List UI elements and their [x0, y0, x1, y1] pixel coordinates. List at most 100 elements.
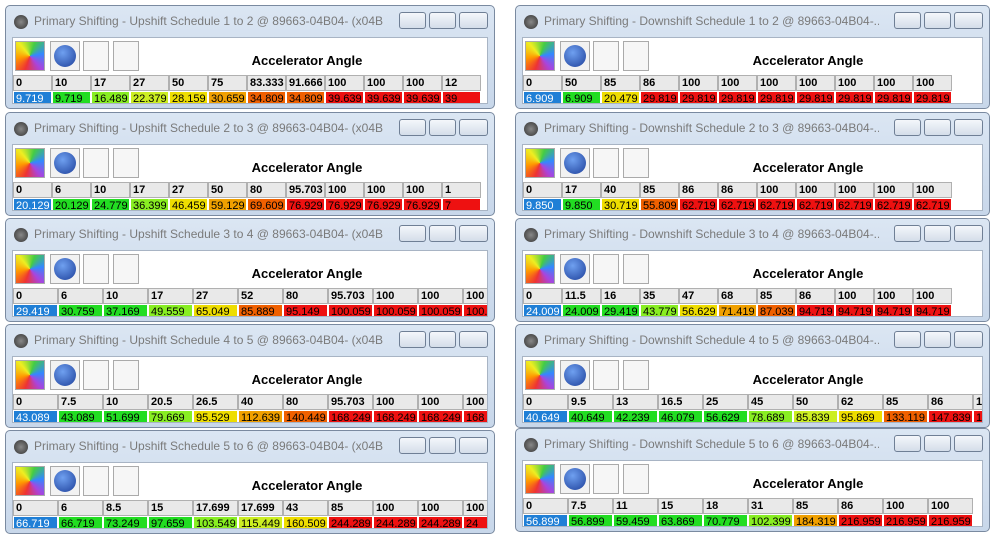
- maximize-button[interactable]: [429, 331, 456, 348]
- page-button[interactable]: [623, 254, 649, 284]
- close-button[interactable]: [459, 12, 488, 29]
- palette-button[interactable]: [525, 41, 555, 71]
- minimize-button[interactable]: [399, 12, 426, 29]
- close-button[interactable]: [954, 225, 983, 242]
- page-button[interactable]: [623, 360, 649, 390]
- close-button[interactable]: [459, 331, 488, 348]
- window-title: Primary Shifting - Downshift Schedule 4 …: [544, 333, 879, 347]
- close-button[interactable]: [954, 435, 983, 452]
- close-button[interactable]: [954, 331, 983, 348]
- maximize-button[interactable]: [924, 12, 951, 29]
- maximize-button[interactable]: [429, 119, 456, 136]
- value-cell: 95.529: [193, 410, 238, 422]
- palette-button[interactable]: [15, 148, 45, 178]
- palette-button[interactable]: [15, 360, 45, 390]
- value-cell: 62.719: [679, 198, 718, 210]
- page-button[interactable]: [113, 148, 139, 178]
- maximize-button[interactable]: [924, 225, 951, 242]
- value-cell: 20.129: [52, 198, 91, 210]
- info-button[interactable]: [560, 41, 590, 71]
- axis-cell: 100: [373, 288, 418, 304]
- axis-cell: 0: [523, 182, 562, 198]
- minimize-button[interactable]: [399, 225, 426, 242]
- page-button[interactable]: [83, 254, 109, 284]
- page-button[interactable]: [113, 466, 139, 496]
- palette-button[interactable]: [525, 148, 555, 178]
- minimize-button[interactable]: [894, 119, 921, 136]
- palette-button[interactable]: [525, 464, 555, 494]
- info-button[interactable]: [560, 464, 590, 494]
- close-button[interactable]: [954, 119, 983, 136]
- page-button[interactable]: [593, 41, 619, 71]
- info-button[interactable]: [50, 254, 80, 284]
- page-button[interactable]: [113, 254, 139, 284]
- axis-cell: 86: [796, 288, 835, 304]
- info-button[interactable]: [560, 360, 590, 390]
- page-button[interactable]: [83, 466, 109, 496]
- axis-cell: 25: [703, 394, 748, 410]
- palette-button[interactable]: [15, 41, 45, 71]
- value-cell: 43.779: [640, 304, 679, 316]
- page-button[interactable]: [593, 360, 619, 390]
- value-cell: 66.719: [58, 516, 103, 528]
- axis-cell: 50: [169, 75, 208, 91]
- axis-cell: 100: [874, 182, 913, 198]
- value-cell: 62.719: [835, 198, 874, 210]
- minimize-button[interactable]: [894, 331, 921, 348]
- info-button[interactable]: [50, 41, 80, 71]
- info-button[interactable]: [50, 360, 80, 390]
- value-cell: 147: [973, 410, 982, 422]
- page-button[interactable]: [593, 148, 619, 178]
- palette-button[interactable]: [525, 360, 555, 390]
- maximize-button[interactable]: [924, 435, 951, 452]
- minimize-button[interactable]: [399, 331, 426, 348]
- minimize-button[interactable]: [894, 225, 921, 242]
- window-title: Primary Shifting - Upshift Schedule 2 to…: [34, 121, 384, 135]
- page-button[interactable]: [623, 41, 649, 71]
- value-cell: 6.909: [562, 91, 601, 103]
- axis-cell: 85: [757, 288, 796, 304]
- minimize-button[interactable]: [399, 119, 426, 136]
- page-button[interactable]: [593, 254, 619, 284]
- close-button[interactable]: [459, 225, 488, 242]
- info-button[interactable]: [50, 466, 80, 496]
- page-button[interactable]: [83, 148, 109, 178]
- palette-button[interactable]: [15, 466, 45, 496]
- axis-cell: 85: [793, 498, 838, 514]
- minimize-button[interactable]: [894, 12, 921, 29]
- axis-cell: 27: [130, 75, 169, 91]
- page-button[interactable]: [623, 464, 649, 494]
- close-button[interactable]: [459, 437, 488, 454]
- close-button[interactable]: [954, 12, 983, 29]
- page-button[interactable]: [623, 148, 649, 178]
- page-button[interactable]: [113, 41, 139, 71]
- minimize-button[interactable]: [894, 435, 921, 452]
- value-cell: 160.509: [283, 516, 328, 528]
- info-button[interactable]: [560, 148, 590, 178]
- minimize-button[interactable]: [399, 437, 426, 454]
- page-button[interactable]: [83, 41, 109, 71]
- info-button[interactable]: [50, 148, 80, 178]
- page-button[interactable]: [83, 360, 109, 390]
- maximize-button[interactable]: [429, 12, 456, 29]
- axis-cell: 18: [703, 498, 748, 514]
- axis-cell: 7.5: [568, 498, 613, 514]
- info-button[interactable]: [560, 254, 590, 284]
- axis-cell: 100: [403, 182, 442, 198]
- maximize-button[interactable]: [924, 331, 951, 348]
- palette-button[interactable]: [15, 254, 45, 284]
- page-button[interactable]: [593, 464, 619, 494]
- close-button[interactable]: [459, 119, 488, 136]
- axis-cell: 35: [640, 288, 679, 304]
- value-cell: 56.899: [523, 514, 568, 526]
- maximize-button[interactable]: [429, 437, 456, 454]
- maximize-button[interactable]: [924, 119, 951, 136]
- maximize-button[interactable]: [429, 225, 456, 242]
- client-area: Accelerator Angle 0 50 85 86 100 100 100 100 100 1…: [522, 37, 983, 104]
- value-cell: 102.399: [748, 514, 793, 526]
- axis-cell: 100: [325, 75, 364, 91]
- page-button[interactable]: [113, 360, 139, 390]
- value-cell: 9.850: [523, 198, 562, 210]
- app-icon: [524, 438, 538, 452]
- palette-button[interactable]: [525, 254, 555, 284]
